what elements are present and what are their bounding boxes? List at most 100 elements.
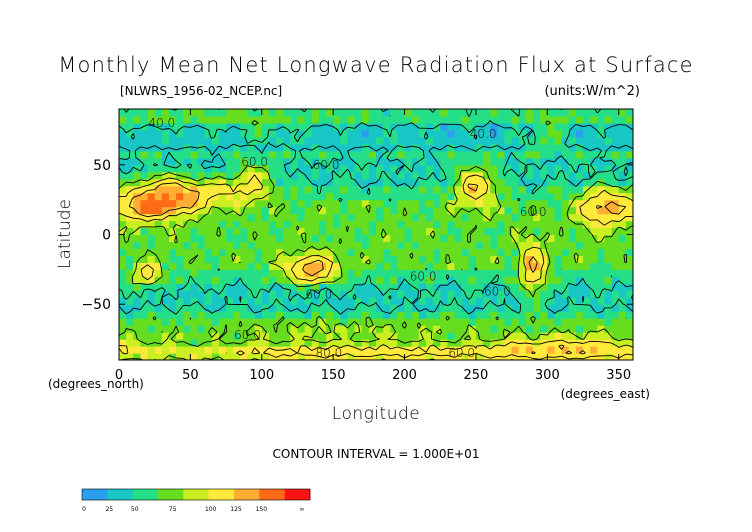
heat-cell [504, 213, 513, 222]
heat-cell [425, 178, 434, 187]
heat-cell [361, 262, 370, 270]
heat-cell [547, 164, 556, 173]
heat-cell [518, 304, 527, 312]
heat-cell [604, 297, 613, 305]
heat-cell [211, 178, 220, 187]
heat-cell [311, 241, 320, 250]
heat-cell [154, 136, 163, 145]
heat-cell [161, 269, 170, 277]
heat-cell [176, 109, 184, 117]
heat-cell [418, 185, 427, 194]
heat-cell [354, 304, 363, 312]
heat-cell [190, 248, 199, 257]
heat-cell [333, 220, 341, 229]
heat-cell [126, 283, 134, 291]
heat-cell [440, 164, 448, 173]
heat-cell [268, 192, 277, 201]
heat-cell [418, 234, 427, 243]
heat-cell [197, 157, 206, 166]
heat-cell [361, 157, 370, 166]
heat-cell [533, 234, 541, 243]
heat-cell [176, 227, 184, 236]
heat-cell [618, 164, 627, 173]
heat-cell [247, 234, 256, 243]
heat-cell [133, 269, 142, 277]
heat-cell [133, 157, 142, 166]
heat-cell [461, 241, 470, 250]
heat-cell [397, 353, 406, 360]
heat-cell [304, 129, 313, 138]
heat-cell [233, 157, 241, 166]
heat-cell [340, 297, 349, 305]
heat-cell [440, 290, 448, 298]
heat-cell [418, 122, 427, 131]
heat-cell [233, 185, 241, 194]
contour-label: 60.0 [448, 346, 475, 360]
heat-cell [461, 164, 470, 173]
heat-cell [468, 122, 477, 131]
heat-cell [333, 185, 341, 194]
heat-cell [268, 206, 277, 215]
heat-cell [511, 206, 520, 215]
heat-cell [547, 325, 556, 333]
heat-cell [554, 311, 563, 319]
heat-cell [447, 206, 456, 215]
heat-cell [268, 325, 277, 333]
heat-cell [318, 248, 327, 257]
heat-cell [268, 276, 277, 284]
heat-cell [625, 122, 633, 131]
heat-cell [354, 150, 363, 159]
heat-cell [404, 185, 413, 194]
heat-cell [504, 220, 513, 229]
heat-cell [440, 318, 448, 326]
heat-cell [376, 213, 384, 222]
heat-cell [490, 143, 498, 152]
heat-cell [161, 290, 170, 298]
heat-cell [126, 185, 134, 194]
heat-cell [290, 346, 299, 354]
heat-cell [540, 311, 548, 319]
heat-cell [190, 346, 199, 354]
heat-cell [340, 129, 349, 138]
heat-cell [583, 213, 591, 222]
heat-cell [411, 129, 420, 138]
heat-cell [440, 150, 448, 159]
heat-cell [190, 171, 199, 180]
heat-cell [475, 290, 484, 298]
heat-cell [304, 262, 313, 270]
heat-cell [454, 109, 463, 117]
heat-cell [625, 143, 633, 152]
heat-cell [568, 269, 577, 277]
heat-cell [326, 136, 334, 145]
heat-cell [240, 318, 249, 326]
heat-cell [533, 109, 541, 117]
heat-cell [333, 109, 341, 117]
heat-cell [454, 206, 463, 215]
heat-cell [254, 248, 263, 257]
heat-cell [276, 276, 284, 284]
heat-cell [590, 290, 598, 298]
heat-cell [211, 346, 220, 354]
heat-cell [211, 171, 220, 180]
heat-cell [233, 129, 241, 138]
heat-cell [433, 346, 441, 354]
heat-cell [361, 213, 370, 222]
heat-cell [604, 241, 613, 250]
heat-cell [176, 220, 184, 229]
heat-cell [297, 346, 306, 354]
heat-cell [376, 353, 384, 360]
heat-cell [540, 115, 548, 124]
heat-cell [418, 262, 427, 270]
heat-cell [333, 262, 341, 270]
heat-cell [218, 269, 227, 277]
heat-cell [168, 227, 177, 236]
heat-cell [154, 290, 163, 298]
heat-cell [240, 220, 249, 229]
heat-cell [561, 129, 570, 138]
heat-cell [247, 115, 256, 124]
heat-cell [318, 241, 327, 250]
heat-cell [261, 234, 270, 243]
heat-cell [347, 192, 356, 201]
heat-cell [119, 325, 127, 333]
heat-cell [326, 171, 334, 180]
